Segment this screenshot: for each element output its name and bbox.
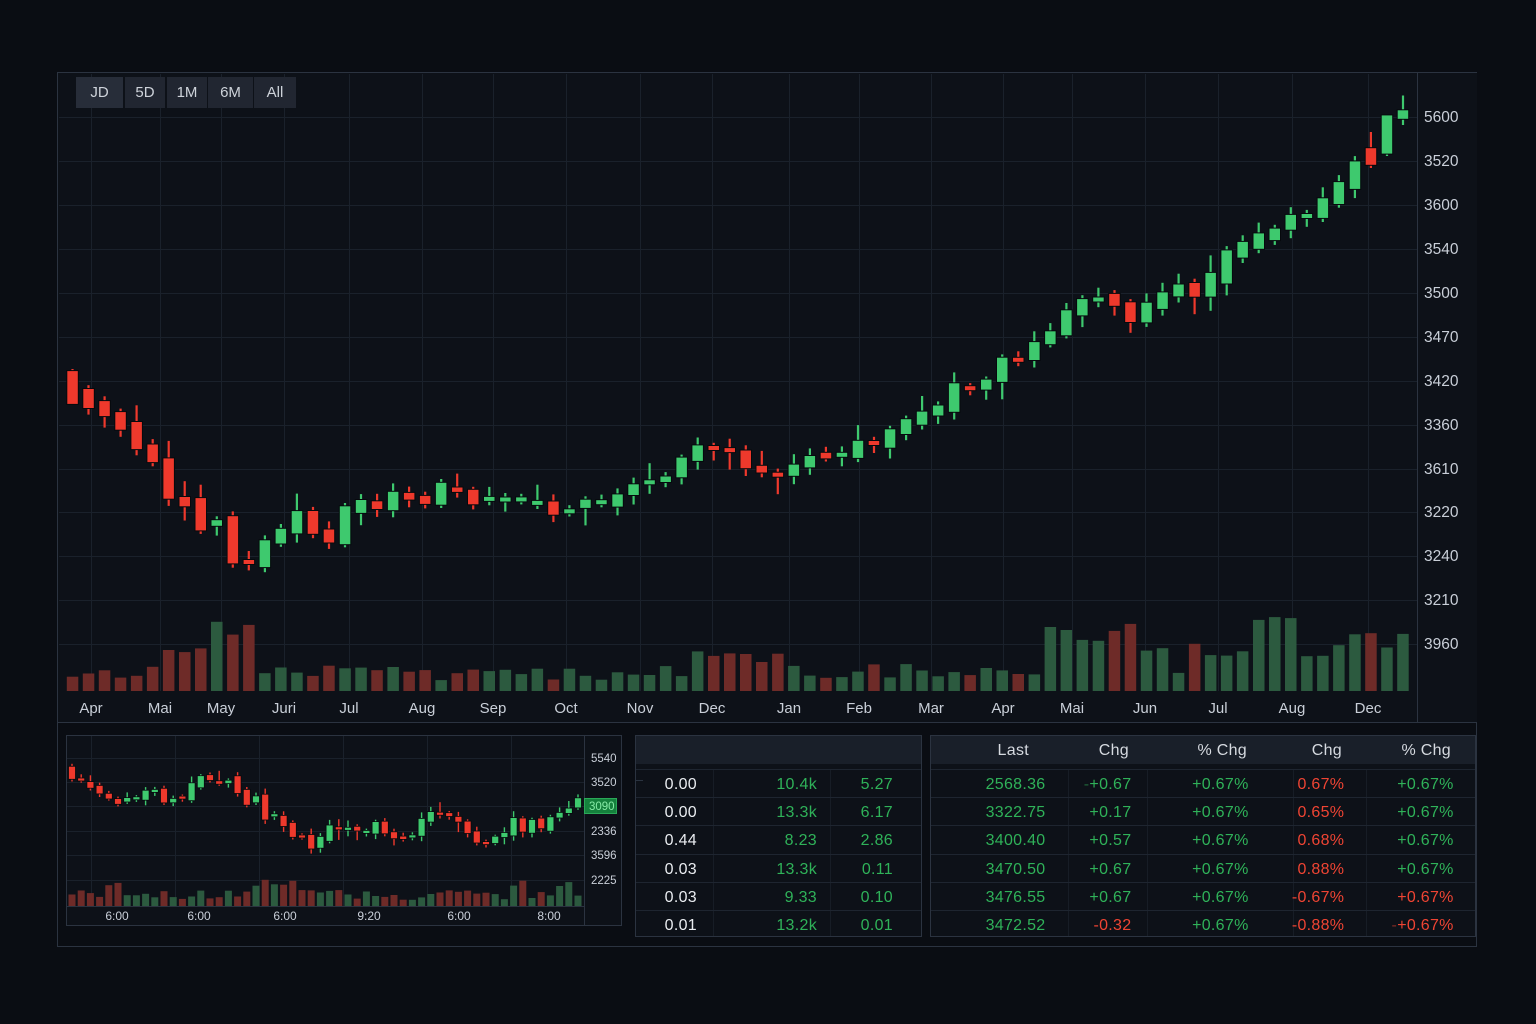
svg-text:2336: 2336 <box>591 826 617 838</box>
svg-text:3596: 3596 <box>591 850 617 862</box>
svg-text:Aug: Aug <box>1279 700 1306 717</box>
svg-text:Nov: Nov <box>627 700 654 717</box>
svg-text:Jun: Jun <box>1133 700 1157 717</box>
svg-text:Jul: Jul <box>339 700 358 717</box>
svg-text:3210: 3210 <box>1424 592 1459 609</box>
svg-text:6:00: 6:00 <box>273 909 297 923</box>
svg-text:3360: 3360 <box>1424 417 1459 434</box>
svg-text:May: May <box>207 700 236 717</box>
svg-text:5540: 5540 <box>591 753 617 765</box>
svg-text:Jul: Jul <box>1208 700 1227 717</box>
svg-text:Juri: Juri <box>272 700 296 717</box>
svg-text:9:20: 9:20 <box>357 909 381 923</box>
svg-text:3090: 3090 <box>589 801 615 813</box>
svg-text:3500: 3500 <box>1424 285 1459 302</box>
svg-text:6:00: 6:00 <box>105 909 129 923</box>
svg-text:5600: 5600 <box>1424 109 1459 126</box>
svg-text:Feb: Feb <box>846 700 872 717</box>
svg-text:Sep: Sep <box>480 700 507 717</box>
svg-text:Mar: Mar <box>918 700 944 717</box>
svg-text:Apr: Apr <box>79 700 102 717</box>
svg-text:Aug: Aug <box>409 700 436 717</box>
svg-text:3600: 3600 <box>1424 197 1459 214</box>
svg-text:Dec: Dec <box>1355 700 1382 717</box>
svg-text:3220: 3220 <box>1424 504 1459 521</box>
svg-text:Jan: Jan <box>777 700 801 717</box>
svg-text:8:00: 8:00 <box>537 909 561 923</box>
svg-text:3610: 3610 <box>1424 461 1459 478</box>
svg-text:6:00: 6:00 <box>447 909 471 923</box>
svg-text:3240: 3240 <box>1424 548 1459 565</box>
svg-text:Mai: Mai <box>1060 700 1084 717</box>
svg-text:Oct: Oct <box>554 700 578 717</box>
svg-text:3520: 3520 <box>591 777 617 789</box>
svg-text:3520: 3520 <box>1424 153 1459 170</box>
svg-text:3420: 3420 <box>1424 373 1459 390</box>
svg-text:2225: 2225 <box>591 875 617 887</box>
svg-text:Apr: Apr <box>991 700 1014 717</box>
svg-text:3960: 3960 <box>1424 636 1459 653</box>
svg-text:Dec: Dec <box>699 700 726 717</box>
svg-text:3470: 3470 <box>1424 329 1459 346</box>
svg-text:Mai: Mai <box>148 700 172 717</box>
svg-text:6:00: 6:00 <box>187 909 211 923</box>
svg-text:3540: 3540 <box>1424 241 1459 258</box>
